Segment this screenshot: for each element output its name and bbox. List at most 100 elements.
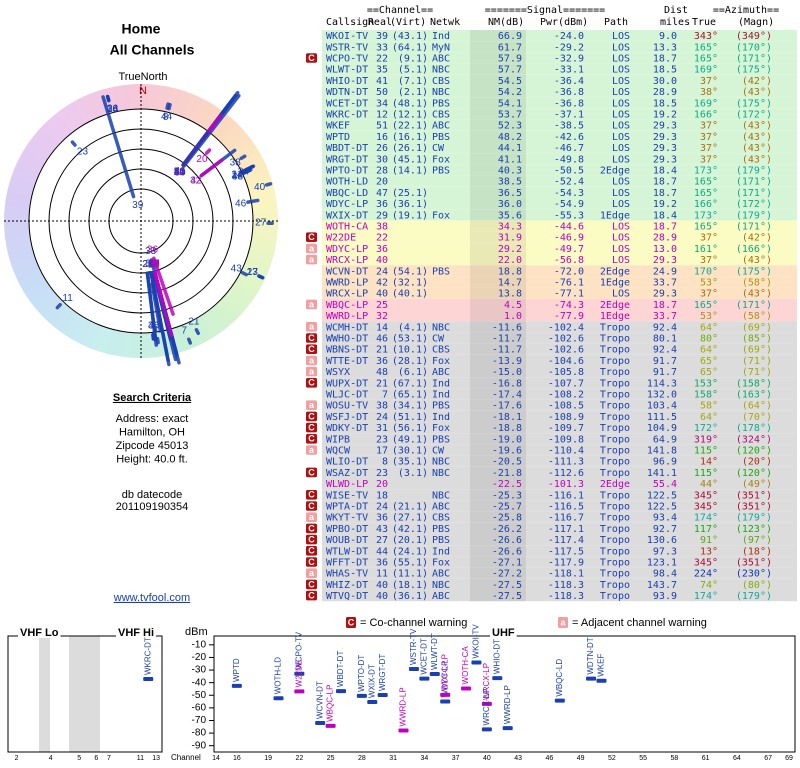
table-cell: 54.1 <box>498 98 522 109</box>
table-cell: 35 <box>376 65 388 76</box>
table-cell: WISE-TV <box>326 490 368 501</box>
warning-icon <box>306 434 317 444</box>
table-cell: 18.4 <box>653 210 677 221</box>
table-cell: (43°) <box>742 121 772 132</box>
table-cell: 54.5 <box>498 76 522 87</box>
table-cell: 37° <box>700 233 718 244</box>
table-cell: 29.3 <box>653 154 677 165</box>
warning-letter: a <box>309 512 315 522</box>
polar-label: 44 <box>161 111 173 122</box>
table-cell: 165° <box>694 300 718 311</box>
polar-signal <box>246 198 260 204</box>
site-link[interactable]: www.tvfool.com <box>113 592 190 604</box>
table-cell: (175°) <box>736 65 772 76</box>
spectrum-callsign: WBQC-LD <box>555 659 564 697</box>
table-cell: 57.7 <box>498 65 522 76</box>
table-cell: -18.1 <box>492 412 522 423</box>
row-background <box>322 265 797 277</box>
table-cell: PBS <box>432 98 450 109</box>
table-cell: Tropo <box>600 322 630 333</box>
x-tick-label: 6 <box>94 755 98 762</box>
table-cell: PBS <box>432 401 450 412</box>
warning-icon <box>306 590 317 601</box>
warning-icon <box>306 546 317 556</box>
table-cell: LOS <box>612 199 630 210</box>
polar-label: 29 <box>142 259 154 270</box>
table-cell: Tropo <box>600 412 630 423</box>
polar-label: 35 <box>145 259 157 270</box>
warning-letter: C <box>308 490 315 500</box>
row-background <box>322 534 797 546</box>
table-cell: 170° <box>694 266 718 277</box>
nm-shade <box>470 30 526 42</box>
table-cell: WOTH-LD <box>326 177 368 188</box>
table-cell: -44.6 <box>554 222 584 233</box>
nm-shade <box>470 489 526 501</box>
warning-letter: C <box>308 501 315 511</box>
nm-shade <box>470 276 526 288</box>
table-cell: WWRD-LP <box>326 311 368 322</box>
table-cell: (48.1) <box>392 98 428 109</box>
row-background <box>322 444 797 456</box>
table-cell: WBQC-LP <box>326 300 368 311</box>
table-cell: -26.6 <box>492 546 522 557</box>
warning-letter: C <box>308 232 315 242</box>
warning-icon <box>306 568 317 578</box>
spectrum-marker <box>273 696 284 701</box>
table-cell: -55.3 <box>554 210 584 221</box>
table-cell: (64°) <box>742 401 772 412</box>
column-header: NM(dB) <box>488 17 524 28</box>
table-cell: 31.9 <box>498 233 522 244</box>
table-cell: NBC <box>432 490 450 501</box>
nm-shade <box>470 254 526 266</box>
row-background <box>322 198 797 210</box>
table-cell: -77.1 <box>554 289 584 300</box>
table-cell: Ind <box>432 31 450 42</box>
table-cell: 51 <box>376 121 388 132</box>
table-cell: CW <box>432 143 445 154</box>
table-cell: Fox <box>432 558 450 569</box>
table-cell: (40.1) <box>392 289 428 300</box>
table-cell: (171°) <box>736 54 772 65</box>
nm-shade <box>470 74 526 86</box>
table-cell: 345° <box>694 558 718 569</box>
column-header: Real <box>368 17 392 28</box>
spectrum-callsign: WDTN-DT <box>586 637 595 674</box>
table-cell: 29.3 <box>653 121 677 132</box>
band-gap <box>69 636 100 752</box>
table-cell: PBS <box>432 524 450 535</box>
table-cell: 18.7 <box>653 54 677 65</box>
table-cell: -11.6 <box>492 322 522 333</box>
search-line: Zipcode 45013 <box>116 440 189 452</box>
table-cell: LOS <box>612 54 630 65</box>
table-cell: 20 <box>376 177 388 188</box>
table-cell: -42.6 <box>554 132 584 143</box>
table-cell: WHAS-TV <box>326 569 368 580</box>
column-header: (Virt) <box>390 17 426 28</box>
group-header: =======Signal======= <box>485 5 605 16</box>
spectrum-callsign: WOTH-LD <box>274 657 283 695</box>
y-tick-label: -60 <box>192 703 207 714</box>
spectrum-marker <box>408 667 419 672</box>
table-cell: -20.5 <box>492 457 522 468</box>
spectrum-callsign: WDYC-LP <box>440 661 449 698</box>
polar-signal <box>155 336 160 345</box>
nm-shade <box>470 500 526 512</box>
table-cell: -56.8 <box>554 255 584 266</box>
row-background <box>322 142 797 154</box>
table-cell: 37° <box>700 289 718 300</box>
table-cell: 48.2 <box>498 132 522 143</box>
table-cell: -21.8 <box>492 468 522 479</box>
nm-shade <box>470 242 526 254</box>
x-tick-label: 52 <box>608 755 616 762</box>
row-background <box>322 567 797 579</box>
row-background <box>322 522 797 534</box>
table-cell: -38.5 <box>554 121 584 132</box>
spectrum-callsign: WWRD-LP <box>399 687 408 726</box>
table-cell: 12 <box>376 110 388 121</box>
table-cell: -116.5 <box>548 502 584 513</box>
row-background <box>322 388 797 400</box>
table-cell: 122.5 <box>647 502 677 513</box>
table-cell: 61.7 <box>498 42 522 53</box>
table-cell: Tropo <box>600 434 630 445</box>
